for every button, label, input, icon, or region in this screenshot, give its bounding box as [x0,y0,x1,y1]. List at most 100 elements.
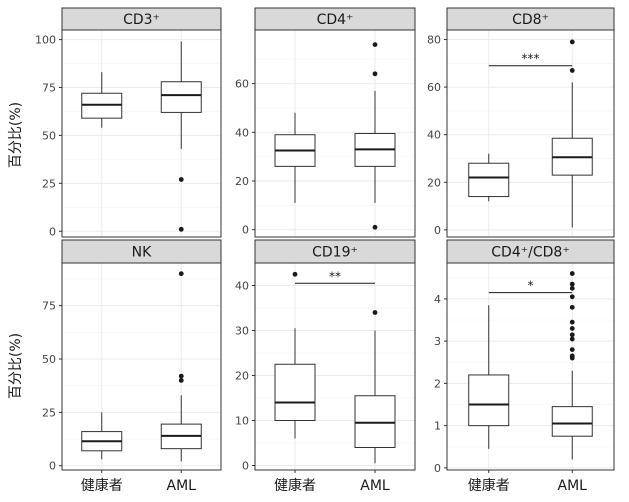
significance-label: ** [329,269,341,283]
y-tick-label: 40 [235,280,249,293]
box-健康者 [468,305,510,449]
box-iqr [468,374,510,427]
y-tick-label: 0 [242,224,249,237]
y-tick-label: 20 [235,370,249,383]
box-AML [551,271,593,460]
y-axis-label-row-1: 百分比(%) [8,102,24,168]
facet-title: CD4⁺ [317,12,354,28]
box-健康者 [274,271,316,439]
outlier-point [178,226,184,232]
facet-title: CD4⁺/CD8⁺ [491,245,569,261]
outlier-point [372,310,378,315]
y-tick-label: 0 [434,224,441,237]
outlier-point [372,42,378,48]
y-tick-label: 75 [42,300,56,313]
x-tick-label: AML [167,478,197,494]
box-健康者 [274,112,316,203]
x-tick-label: 健康者 [274,477,316,494]
box-AML [160,271,202,462]
outlier-point [569,304,575,310]
y-tick-label: 3 [434,335,441,348]
box-健康者 [468,153,510,202]
outlier-point [569,271,575,276]
outlier-point [569,332,575,338]
outlier-point [178,373,184,379]
significance-label: *** [522,52,540,66]
y-tick-label: 75 [42,82,56,95]
y-tick-label: 60 [235,78,249,91]
y-tick-label: 25 [42,177,56,190]
y-tick-label: 4 [434,293,441,306]
box-AML [551,39,593,228]
facet-title: CD19⁺ [312,245,358,261]
panel-2: CD4⁺ 0 20 40 60 [235,7,416,238]
facet-title: CD8⁺ [512,12,549,28]
x-tick-label: AML [360,478,390,494]
outlier-point [569,294,575,300]
outlier-point [178,377,184,383]
y-tick-label: 25 [42,406,56,419]
panel-5: CD19⁺ 0 10 20 30 40 ** 健康者 AML [235,239,416,494]
panel-3: CD8⁺ 0 20 40 60 80 *** [427,7,615,238]
y-tick-label: 0 [49,460,56,473]
x-tick-label: 健康者 [81,477,123,494]
y-tick-label: 100 [35,34,56,47]
box-iqr [468,162,510,198]
plot-area [62,30,221,237]
outlier-point [569,68,575,73]
x-tick-label: 健康者 [468,477,510,494]
y-tick-label: 40 [427,129,441,142]
outlier-point [372,71,378,77]
box-AML [354,310,396,464]
plot-border [61,29,222,238]
plot-border [446,262,615,471]
box-AML [354,42,396,230]
y-tick-label: 10 [235,415,249,428]
y-tick-label: 40 [235,126,249,139]
box-AML [160,41,202,232]
outlier-point [569,326,575,331]
plot-area [447,263,614,470]
y-axis-label-row-2: 百分比(%) [8,333,24,399]
plot-area [447,30,614,237]
x-tick-label: AML [558,478,588,494]
outlier-point [178,271,184,277]
outlier-point [292,271,298,277]
y-tick-label: 30 [235,325,249,338]
panel-6: CD4⁺/CD8⁺ 0 1 2 3 4 * 健康者 AML [434,239,615,494]
box-健康者 [81,412,123,460]
plot-border [254,29,416,238]
outlier-point [569,336,575,342]
y-tick-label: 50 [42,353,56,366]
significance-label: * [528,279,534,293]
y-tick-label: 50 [42,129,56,142]
panel-4: NK 0 25 50 75 健康者 AML [42,239,222,494]
box-iqr [354,395,396,448]
outlier-point [569,285,575,291]
y-tick-label: 80 [427,34,441,47]
box-健康者 [81,72,123,128]
outlier-point [178,177,184,182]
outlier-point [372,224,378,230]
box-iqr [160,81,202,113]
plot-border [61,262,222,471]
plot-border [254,262,416,471]
facet-title: CD3⁺ [123,12,160,28]
y-tick-label: 20 [427,176,441,189]
box-iqr [551,406,593,437]
y-tick-label: 2 [434,377,441,390]
y-tick-label: 1 [434,420,441,433]
outlier-point [569,347,575,353]
y-tick-label: 0 [242,460,249,473]
panel-1: CD3⁺ 0 25 50 75 100 [35,7,222,238]
y-tick-label: 60 [427,81,441,94]
outlier-point [569,39,575,45]
outlier-point [569,319,575,325]
y-tick-label: 0 [434,462,441,475]
y-tick-label: 20 [235,175,249,188]
facet-title: NK [132,245,152,261]
plot-border [446,29,615,238]
box-iqr [274,363,316,421]
